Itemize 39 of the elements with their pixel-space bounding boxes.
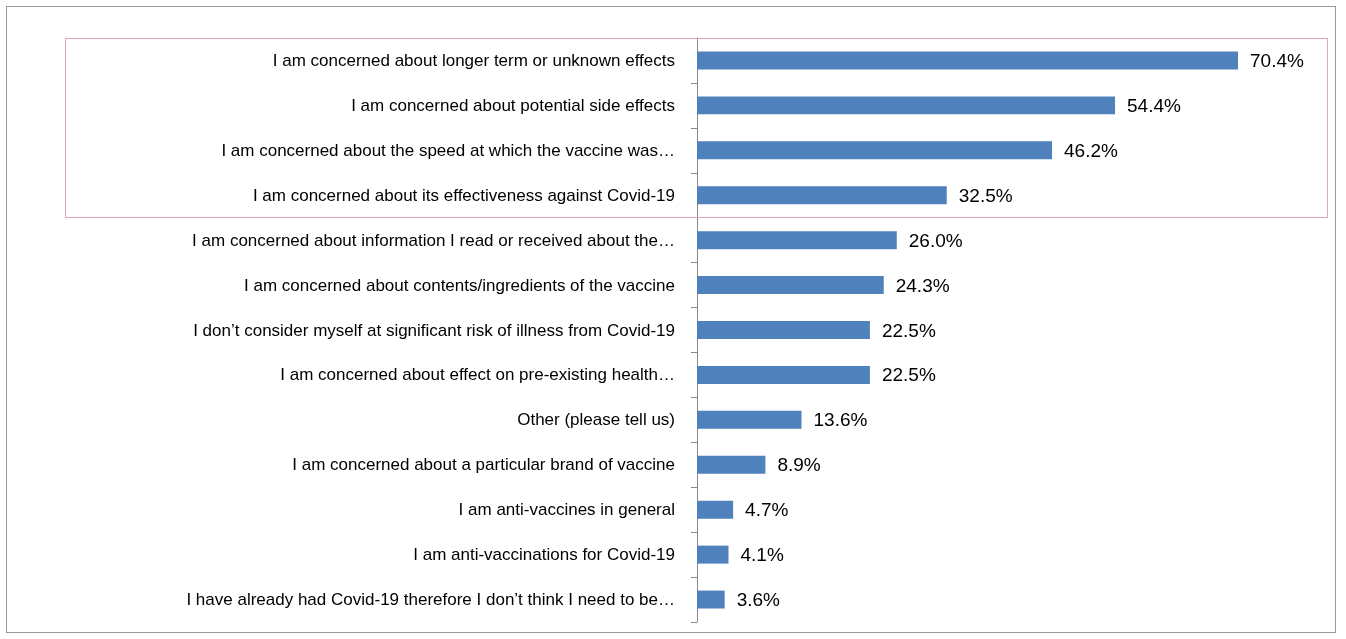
bar — [697, 141, 1053, 160]
bar — [697, 186, 947, 205]
y-tick-label: I am concerned about the speed at which the vaccine was… — [221, 140, 675, 160]
data-label: 46.2% — [1064, 139, 1119, 161]
data-label: 22.5% — [881, 364, 936, 386]
y-tick-label: I don’t consider myself at significant risk of illness from Covid-19 — [193, 320, 675, 340]
y-tick-label: I am anti-vaccinations for Covid-19 — [413, 545, 675, 565]
data-label: 8.9% — [777, 454, 821, 476]
data-label: 32.5% — [958, 184, 1013, 206]
bar — [697, 500, 734, 519]
bar — [697, 590, 725, 609]
data-label: 22.5% — [881, 319, 936, 341]
data-label: 24.3% — [895, 274, 950, 296]
bar — [697, 410, 802, 429]
data-label: 4.1% — [740, 544, 784, 566]
y-tick-label: I am concerned about longer term or unknown effects — [272, 50, 675, 70]
bar — [697, 455, 766, 474]
data-label: 13.6% — [813, 409, 868, 431]
y-tick-label: I am concerned about a particular brand of vaccine — [292, 455, 675, 475]
bar — [697, 96, 1116, 115]
y-tick-label: I am concerned about effect on pre-existing health… — [280, 365, 675, 385]
bar — [697, 276, 884, 295]
data-label: 54.4% — [1127, 94, 1182, 116]
bar — [697, 231, 897, 250]
bar — [697, 51, 1238, 70]
y-tick-label: I am anti-vaccines in general — [458, 500, 675, 520]
y-tick-label: Other (please tell us) — [517, 410, 675, 430]
data-label: 3.6% — [736, 589, 781, 611]
y-tick-label: I am concerned about its effectiveness against Covid-19 — [252, 185, 675, 205]
data-label: 26.0% — [908, 229, 963, 251]
bar — [697, 545, 729, 564]
data-label: 4.7% — [745, 499, 789, 521]
y-tick-label: I have already had Covid-19 therefore I don’t think I need to be… — [186, 590, 675, 610]
y-tick-label: I am concerned about information I read or received about the… — [192, 230, 675, 250]
data-label: 70.4% — [1250, 49, 1304, 71]
y-tick-label: I am concerned about contents/ingredients of the vaccine — [244, 275, 675, 295]
bar — [697, 365, 870, 384]
bar — [697, 321, 870, 339]
y-tick-label: I am concerned about potential side effects — [351, 95, 675, 115]
